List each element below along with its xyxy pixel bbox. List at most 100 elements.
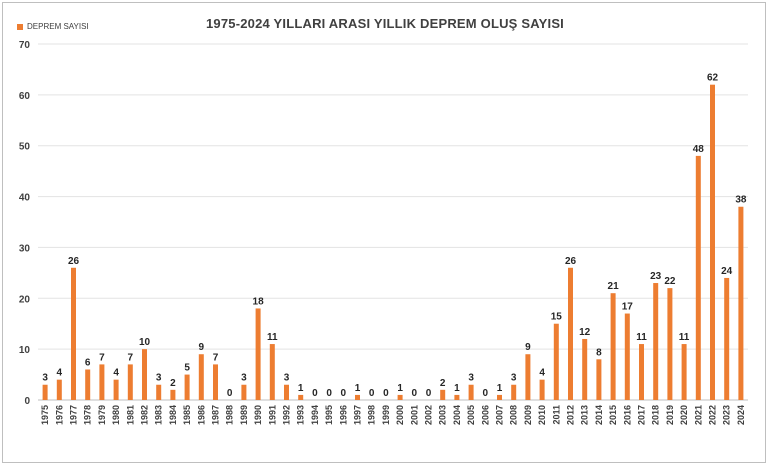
x-tick-label: 1977 bbox=[69, 405, 79, 425]
x-tick-label: 1988 bbox=[225, 405, 235, 425]
data-label: 0 bbox=[412, 388, 418, 399]
x-tick-label: 2020 bbox=[679, 405, 689, 425]
legend: DEPREM SAYISI bbox=[17, 22, 89, 31]
bar bbox=[610, 293, 616, 400]
x-tick-label: 2009 bbox=[523, 405, 533, 425]
data-label: 0 bbox=[341, 388, 347, 399]
data-label: 26 bbox=[565, 256, 577, 267]
bar bbox=[355, 394, 360, 400]
y-tick-label: 20 bbox=[19, 294, 31, 305]
x-tick-label: 1995 bbox=[324, 405, 334, 425]
data-label: 3 bbox=[42, 373, 48, 384]
data-label: 17 bbox=[622, 302, 634, 313]
data-label: 1 bbox=[397, 383, 403, 394]
bar bbox=[42, 384, 48, 400]
bar bbox=[269, 344, 275, 400]
data-label: 8 bbox=[596, 347, 602, 358]
data-label: 3 bbox=[511, 373, 517, 384]
data-label: 9 bbox=[525, 342, 531, 353]
data-label: 4 bbox=[113, 368, 119, 379]
data-label: 11 bbox=[267, 332, 278, 343]
bar bbox=[213, 364, 218, 400]
data-label: 0 bbox=[312, 388, 318, 399]
chart-title: 1975-2024 YILLARI ARASI YILLIK DEPREM OL… bbox=[205, 16, 564, 31]
x-tick-label: 2006 bbox=[480, 405, 490, 425]
x-tick-label: 1975 bbox=[40, 405, 50, 425]
x-tick-label: 1999 bbox=[381, 405, 391, 425]
data-label: 10 bbox=[139, 337, 151, 348]
bar bbox=[681, 344, 687, 400]
bar bbox=[241, 384, 247, 400]
bar bbox=[255, 308, 261, 400]
x-tick-label: 2018 bbox=[651, 405, 661, 425]
data-label: 3 bbox=[156, 373, 162, 384]
x-tick-label: 2010 bbox=[537, 405, 547, 425]
data-label: 9 bbox=[199, 342, 205, 353]
data-label: 3 bbox=[468, 373, 474, 384]
bar bbox=[454, 394, 460, 400]
bar bbox=[724, 277, 730, 400]
x-tick-label: 1978 bbox=[83, 405, 93, 425]
data-label: 4 bbox=[57, 368, 63, 379]
bar bbox=[695, 155, 701, 400]
data-label: 0 bbox=[227, 388, 233, 399]
x-tick-label: 1991 bbox=[267, 405, 277, 425]
bar bbox=[127, 364, 133, 400]
x-tick-label: 1983 bbox=[154, 405, 164, 425]
x-tick-label: 1981 bbox=[125, 405, 135, 425]
x-tick-label: 1986 bbox=[196, 405, 206, 425]
data-label: 4 bbox=[539, 368, 545, 379]
x-tick-label: 1996 bbox=[338, 405, 348, 425]
x-tick-label: 2011 bbox=[551, 405, 561, 425]
x-tick-label: 2024 bbox=[736, 405, 746, 425]
data-label: 6 bbox=[85, 357, 91, 368]
data-label: 11 bbox=[679, 332, 690, 343]
bar bbox=[142, 349, 147, 400]
bar bbox=[738, 206, 744, 400]
bar bbox=[56, 379, 62, 400]
data-label: 38 bbox=[735, 195, 747, 206]
bar bbox=[113, 379, 119, 400]
bar bbox=[568, 267, 573, 400]
bar bbox=[596, 359, 602, 400]
x-tick-label: 1998 bbox=[367, 405, 377, 425]
x-tick-label: 2001 bbox=[409, 405, 419, 425]
bar bbox=[653, 283, 659, 400]
bar bbox=[397, 394, 403, 400]
x-tick-label: 2002 bbox=[424, 405, 434, 425]
data-label: 22 bbox=[664, 276, 676, 287]
y-tick-label: 70 bbox=[19, 40, 31, 51]
data-label: 5 bbox=[184, 363, 190, 374]
bar bbox=[170, 389, 176, 400]
bar bbox=[468, 384, 474, 400]
data-label: 11 bbox=[636, 332, 647, 343]
x-tick-label: 2015 bbox=[608, 405, 618, 425]
bar bbox=[198, 354, 204, 400]
x-tick-label: 1989 bbox=[239, 405, 249, 425]
data-label: 48 bbox=[693, 144, 705, 155]
bar bbox=[511, 384, 517, 400]
x-tick-label: 1993 bbox=[296, 405, 306, 425]
bar bbox=[710, 84, 715, 400]
y-tick-label: 0 bbox=[24, 396, 30, 407]
x-tick-label: 1987 bbox=[211, 405, 221, 425]
data-label: 26 bbox=[68, 256, 80, 267]
x-tick-label: 2004 bbox=[452, 405, 462, 425]
x-tick-label: 1990 bbox=[253, 405, 263, 425]
bar bbox=[298, 394, 304, 400]
data-label: 21 bbox=[608, 281, 620, 292]
bar bbox=[525, 354, 531, 400]
data-label: 0 bbox=[426, 388, 432, 399]
data-label: 0 bbox=[326, 388, 332, 399]
data-label: 7 bbox=[99, 352, 105, 363]
data-label: 1 bbox=[355, 383, 361, 394]
data-label: 3 bbox=[241, 373, 247, 384]
x-tick-label: 2016 bbox=[622, 405, 632, 425]
data-label: 18 bbox=[253, 296, 265, 307]
x-tick-label: 2022 bbox=[708, 405, 718, 425]
x-tick-label: 2012 bbox=[566, 405, 576, 425]
x-tick-label: 1985 bbox=[182, 405, 192, 425]
y-tick-label: 30 bbox=[19, 243, 31, 254]
y-tick-label: 40 bbox=[19, 193, 31, 204]
